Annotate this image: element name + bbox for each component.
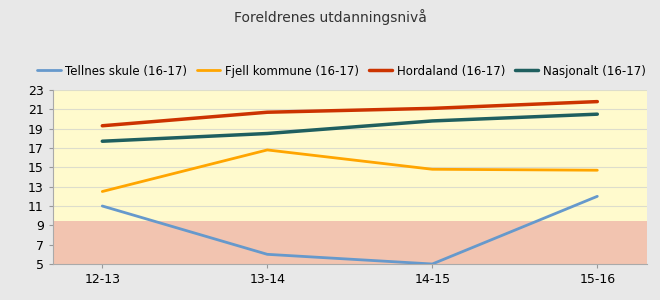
Legend: Tellnes skule (16-17), Fjell kommune (16-17), Hordaland (16-17), Nasjonalt (16-1: Tellnes skule (16-17), Fjell kommune (16…: [32, 60, 651, 82]
Bar: [53, 220, 647, 264]
Text: Foreldrenes utdanningsnivå: Foreldrenes utdanningsnivå: [234, 9, 426, 25]
Bar: [53, 90, 647, 264]
